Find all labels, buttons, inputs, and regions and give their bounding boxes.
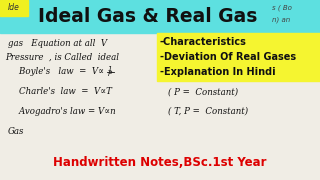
Text: Avogadro's law = V∝n: Avogadro's law = V∝n — [8, 107, 116, 116]
Text: Ide: Ide — [8, 3, 20, 12]
Bar — [157, 33, 320, 81]
Text: n) an: n) an — [272, 17, 290, 23]
Text: -Characteristics: -Characteristics — [160, 37, 247, 47]
Text: gas   Equation at all  V: gas Equation at all V — [8, 39, 107, 48]
Text: ( T, P =  Constant): ( T, P = Constant) — [168, 107, 248, 116]
Text: ( P =  Constant): ( P = Constant) — [168, 87, 238, 96]
Text: Charle's  law  =  V∝T: Charle's law = V∝T — [8, 87, 112, 96]
Bar — [0, 0, 28, 16]
Text: Gas: Gas — [8, 127, 24, 136]
Bar — [0, 0, 320, 33]
Text: s ( Bo: s ( Bo — [272, 5, 292, 11]
Text: Ideal Gas & Real Gas: Ideal Gas & Real Gas — [38, 8, 258, 26]
Text: Pressure  , is Called  ideal: Pressure , is Called ideal — [5, 53, 119, 62]
Text: Handwritten Notes,BSc.1st Year: Handwritten Notes,BSc.1st Year — [53, 156, 267, 168]
Text: -Deviation Of Real Gases: -Deviation Of Real Gases — [160, 52, 296, 62]
Text: 1: 1 — [108, 66, 113, 72]
Text: Boyle's   law  =  V∝: Boyle's law = V∝ — [8, 68, 104, 76]
Text: P: P — [108, 71, 112, 77]
Text: -Explanation In Hindi: -Explanation In Hindi — [160, 67, 276, 77]
